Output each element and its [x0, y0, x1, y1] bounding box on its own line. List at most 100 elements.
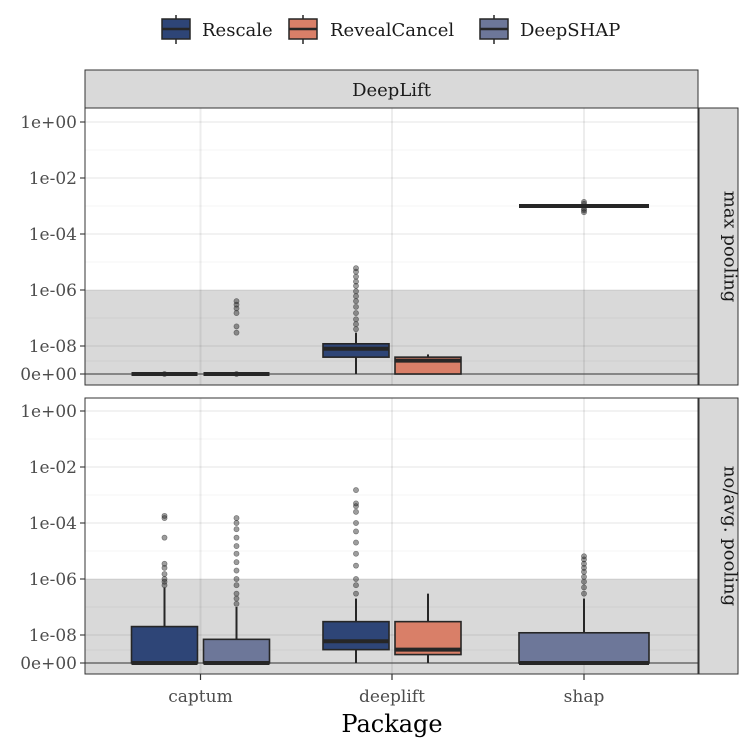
box-deeplift-revealcancel: [394, 354, 462, 375]
x-tick-label-shap: shap: [564, 687, 605, 707]
y-tick-label: 1e-08: [29, 337, 77, 357]
x-tick-label-captum: captum: [168, 687, 232, 707]
outlier-point: [353, 265, 359, 272]
outlier-point: [233, 600, 240, 607]
box-body: [322, 620, 390, 651]
panel-border: [84, 107, 699, 386]
outlier-point: [353, 539, 359, 546]
outlier-point: [233, 515, 240, 521]
box-captum-rescale: [131, 371, 198, 377]
y-tick-label: 1e+00: [20, 113, 77, 133]
outlier-point: [233, 567, 240, 574]
outlier-point: [353, 562, 359, 569]
facet-strip-top: [84, 69, 699, 109]
outlier-point: [353, 508, 359, 515]
panel-max-pooling: 0e+00 1e-08 1e-06 1e-04 1e-02 1e+00 max poolin…: [20, 107, 741, 386]
outlier-point: [353, 528, 359, 535]
outlier-point: [161, 564, 168, 571]
outlier-point: [233, 543, 240, 549]
box-captum-deepshap: [203, 298, 270, 377]
outlier-point: [233, 576, 240, 582]
outlier-point: [161, 515, 168, 521]
facet-strip-right: [698, 107, 739, 386]
outlier-point: [233, 550, 240, 557]
facet-strip-right-label: max pooling: [720, 191, 741, 303]
outlier-point: [353, 326, 359, 333]
y-tick-label: 1e-06: [29, 281, 77, 301]
outlier-point: [233, 323, 240, 330]
y-tick-label: 1e-02: [29, 169, 77, 189]
outlier-point: [581, 584, 587, 591]
outlier-point: [581, 560, 587, 567]
y-tick-label: 0e+00: [20, 365, 77, 385]
y-tick-label: 1e-02: [29, 458, 77, 478]
box-deeplift-rescale: [322, 265, 390, 374]
outlier-point: [353, 293, 359, 300]
outlier-point: [233, 329, 240, 336]
outlier-point: [581, 564, 587, 571]
outlier-point: [233, 582, 240, 589]
outlier-point: [161, 571, 168, 577]
outlier-point: [353, 316, 359, 323]
outlier-point: [581, 590, 587, 597]
x-axis: captum deeplift shap: [168, 674, 604, 707]
outlier-point: [353, 500, 359, 507]
outlier-point: [233, 526, 240, 533]
outlier-point: [353, 576, 359, 582]
outlier-point: [353, 288, 359, 295]
y-tick-label: 1e-04: [29, 514, 77, 534]
outlier-point: [233, 595, 240, 602]
outlier-point: [233, 534, 240, 541]
y-tick-label: 1e-08: [29, 626, 77, 646]
outlier-point: [353, 283, 359, 289]
outlier-point: [353, 520, 359, 526]
outlier-point: [161, 534, 168, 541]
outlier-point: [233, 310, 240, 316]
legend-item-revealcancel: RevealCancel: [288, 15, 454, 44]
facet-strip-right-label: no/avg. pooling: [720, 466, 741, 606]
x-tick-label-deeplift: deeplift: [359, 687, 425, 707]
outlier-point: [581, 199, 587, 205]
legend-item-deepshap: DeepSHAP: [479, 15, 620, 44]
outlier-point: [353, 550, 359, 557]
outlier-point: [353, 298, 359, 305]
box-captum-deepshap: [202, 515, 271, 665]
outlier-point: [161, 560, 168, 567]
legend-label: Rescale: [202, 20, 273, 41]
legend-label: DeepSHAP: [520, 20, 620, 41]
facet-strip-top-label: DeepLift: [352, 80, 432, 101]
legend: Rescale RevealCancel DeepSHAP: [161, 15, 620, 44]
legend-item-rescale: Rescale: [161, 15, 273, 44]
box-captum-rescale: [130, 512, 199, 665]
outlier-point: [353, 310, 359, 316]
box-body: [202, 638, 271, 664]
y-tick-label: 1e+00: [20, 402, 77, 422]
shaded-band: [85, 290, 698, 385]
outlier-point: [233, 559, 240, 566]
outlier-point: [581, 553, 587, 560]
facet-panels: DeepLift 0e+00 1e-08 1e-06 1e-04 1e-02 1e+00 ma…: [20, 69, 741, 675]
outlier-point: [581, 568, 587, 575]
outlier-point: [353, 590, 359, 597]
box-body: [518, 631, 650, 664]
outlier-point: [233, 520, 240, 526]
outlier-point: [353, 582, 359, 589]
box-deeplift-revealcancel: [394, 593, 462, 663]
legend-label: RevealCancel: [330, 20, 454, 41]
outlier-point: [353, 321, 359, 328]
box-shap-deepshap: [519, 199, 649, 216]
box-shap-deepshap: [518, 553, 650, 665]
x-axis-title: Package: [341, 710, 442, 738]
outlier-point: [161, 576, 168, 582]
y-tick-label: 0e+00: [20, 654, 77, 674]
outlier-point: [581, 573, 587, 580]
outlier-point: [581, 578, 587, 585]
y-tick-label: 1e-04: [29, 225, 77, 245]
box-deeplift-rescale: [322, 487, 390, 663]
panel-no-avg-pooling: 0e+00 1e-08 1e-06 1e-04 1e-02 1e+00 no/avg. po…: [20, 397, 741, 675]
outlier-point: [353, 487, 359, 493]
outlier-point: [581, 556, 587, 563]
box-body: [130, 625, 199, 664]
outlier-point: [353, 273, 359, 280]
